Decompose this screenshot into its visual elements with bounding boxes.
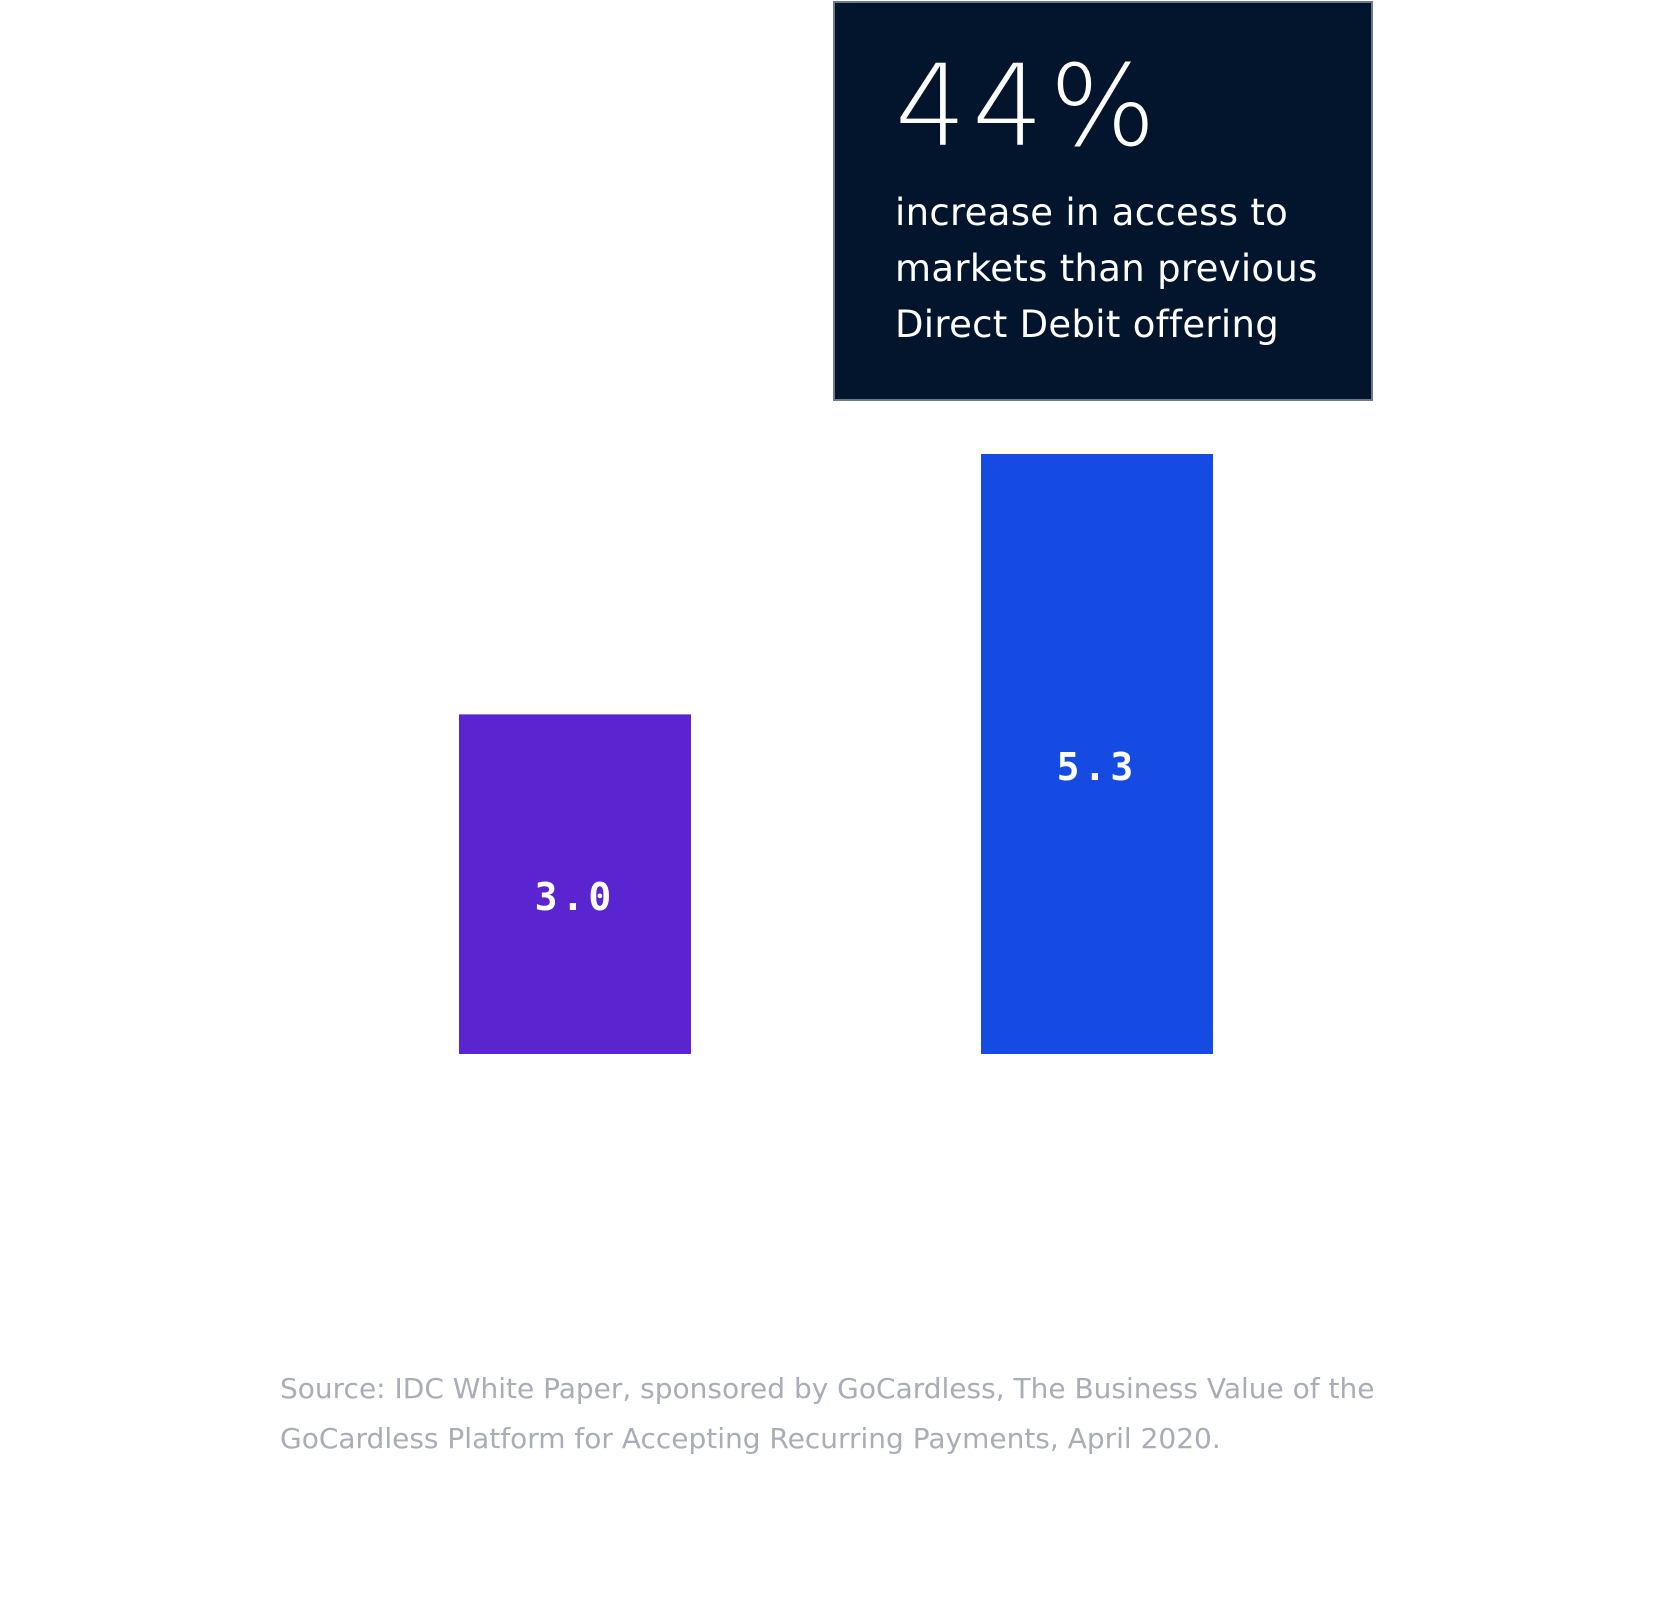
source-line-2: GoCardless Platform for Accepting Recurr… [280, 1422, 1221, 1455]
callout-line-1: increase in access to [895, 191, 1289, 234]
source-line-1: Source: IDC White Paper, sponsored by Go… [280, 1372, 1375, 1405]
bar-1 [459, 714, 691, 1054]
source-note: Source: IDC White Paper, sponsored by Go… [280, 1364, 1430, 1464]
callout-line-3: Direct Debit offering [895, 303, 1280, 346]
bar-1-value-label: 3.0 [535, 875, 616, 919]
callout-description: increase in access to markets than previ… [895, 185, 1331, 353]
callout-percentage: 44% [895, 42, 1162, 172]
bar-labels-group: 3.0 5.3 [535, 745, 1138, 919]
bar-2 [981, 454, 1213, 1054]
stat-callout: 44% increase in access to markets than p… [833, 1, 1373, 401]
callout-line-2: markets than previous [895, 247, 1318, 290]
bar-2-value-label: 5.3 [1057, 745, 1138, 789]
bars-group [459, 454, 1213, 1054]
